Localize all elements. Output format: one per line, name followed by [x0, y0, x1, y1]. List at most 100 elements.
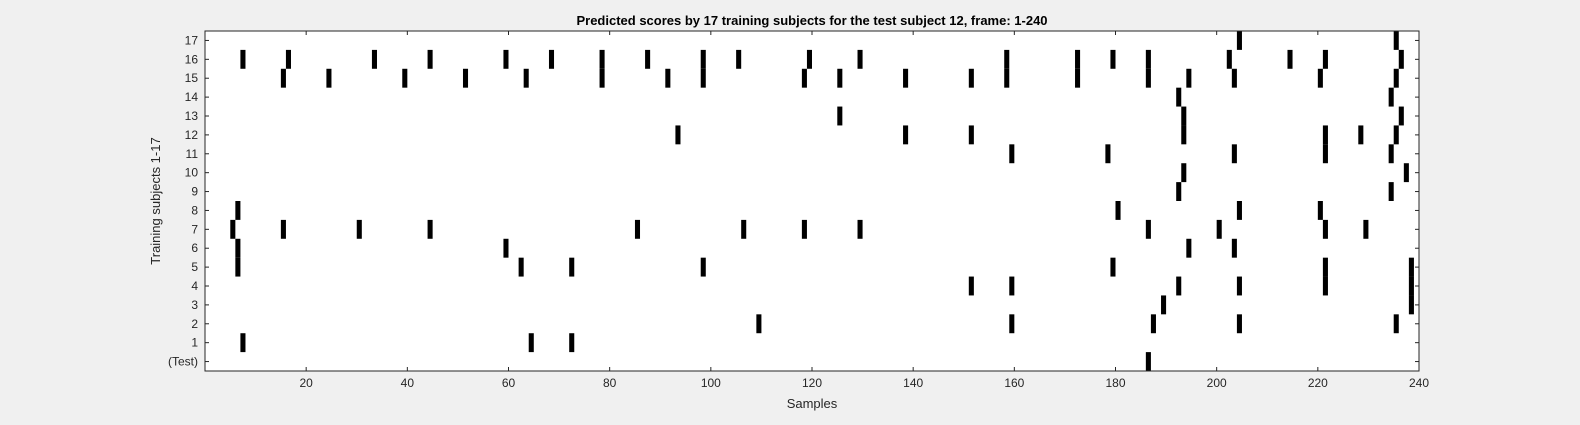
mark-row-7-sample-6 — [230, 219, 236, 239]
mark-row-8-sample-7 — [235, 201, 241, 220]
mark-row-16-sample-99 — [700, 49, 706, 69]
mark-row-8-sample-181 — [1115, 201, 1121, 220]
mark-row-16-sample-88 — [645, 49, 651, 69]
mark-row-11-sample-204 — [1231, 144, 1237, 164]
mark-row-15-sample-40 — [402, 68, 408, 88]
mark-row-7-sample-230 — [1363, 219, 1369, 239]
mark-row-15-sample-204 — [1231, 68, 1237, 88]
mark-row-16-sample-17 — [285, 49, 291, 69]
mark-row-15-sample-99 — [700, 68, 706, 88]
mark-row-13-sample-194 — [1181, 106, 1187, 126]
mark-row-6-sample-7 — [235, 238, 241, 258]
mark-row-2-sample-205 — [1236, 314, 1242, 334]
x-tick-label: 40 — [401, 376, 415, 390]
x-tick-label: 160 — [1004, 376, 1024, 390]
x-tick-label: 60 — [502, 376, 516, 390]
mark-row-4-sample-193 — [1176, 276, 1182, 296]
mark-row-6-sample-204 — [1231, 238, 1237, 258]
mark-row-4-sample-152 — [968, 276, 974, 296]
y-tick-label: 5 — [191, 260, 198, 274]
mark-row-6-sample-195 — [1186, 238, 1192, 258]
y-axis-title: Training subjects 1-17 — [148, 137, 163, 264]
x-tick-label: 120 — [802, 376, 822, 390]
mark-row-15-sample-152 — [968, 68, 974, 88]
mark-row-10-sample-238 — [1403, 163, 1409, 183]
mark-row-9-sample-235 — [1388, 182, 1394, 201]
mark-row-16-sample-187 — [1145, 49, 1151, 69]
mark-row-10-sample-194 — [1181, 163, 1187, 183]
mark-row-13-sample-126 — [837, 106, 843, 126]
mark-row-12-sample-139 — [903, 125, 909, 145]
y-tick-label: 16 — [185, 52, 199, 66]
mark-row-7-sample-107 — [741, 219, 747, 239]
mark-row-15-sample-52 — [462, 68, 469, 88]
mark-row-11-sample-179 — [1105, 144, 1111, 164]
mark-row-2-sample-188 — [1150, 314, 1156, 334]
mark-row-7-sample-31 — [356, 219, 362, 239]
mark-row-9-sample-193 — [1176, 182, 1182, 201]
mark-row-12-sample-222 — [1322, 125, 1328, 145]
mark-row-13-sample-237 — [1398, 106, 1404, 126]
mark-row-2-sample-110 — [756, 314, 762, 334]
mark-row-12-sample-194 — [1181, 125, 1187, 145]
y-tick-label: 14 — [185, 90, 199, 104]
mark-row-4-sample-239 — [1408, 276, 1414, 296]
mark-row-1-sample-73 — [569, 333, 575, 353]
mark-row-16-sample-222 — [1322, 49, 1328, 69]
y-tick-label: 8 — [191, 203, 198, 217]
mark-row-15-sample-236 — [1393, 68, 1399, 88]
mark-row-16-sample-130 — [857, 49, 863, 69]
y-tick-label: 15 — [185, 71, 199, 85]
y-tick-label: 6 — [191, 241, 198, 255]
y-tick-label: (Test) — [168, 355, 198, 369]
mark-row-3-sample-190 — [1161, 295, 1167, 315]
mark-row-7-sample-222 — [1322, 219, 1328, 239]
mark-row-4-sample-160 — [1009, 276, 1015, 296]
mark-row-16-sample-120 — [806, 49, 812, 69]
mark-row-16-sample-203 — [1226, 49, 1232, 69]
x-ticks: 20 40 60 80 100 120 140 160 180 200 220 240 — [299, 31, 1429, 390]
mark-row-7-sample-201 — [1216, 219, 1222, 239]
mark-row-11-sample-222 — [1322, 144, 1328, 164]
y-tick-label: 7 — [191, 222, 198, 236]
mark-row-7-sample-16 — [280, 219, 286, 239]
mark-row-7-sample-86 — [634, 219, 641, 239]
mark-row-15-sample-92 — [665, 68, 671, 88]
mark-row-8-sample-205 — [1236, 201, 1242, 220]
mark-row-15-sample-173 — [1075, 68, 1081, 88]
mark-row-7-sample-119 — [801, 219, 807, 239]
x-axis-title: Samples — [787, 396, 838, 411]
y-tick-label: 17 — [185, 33, 199, 47]
mark-row-16-sample-106 — [736, 49, 742, 69]
mark-row-14-sample-193 — [1176, 87, 1182, 107]
x-tick-label: 180 — [1105, 376, 1125, 390]
mark-row-15-sample-16 — [280, 68, 286, 88]
plot-area — [205, 31, 1419, 371]
mark-row-16-sample-34 — [371, 49, 377, 69]
mark-row-16-sample-159 — [1004, 49, 1010, 69]
mark-row-5-sample-99 — [700, 257, 706, 277]
mark-row-4-sample-222 — [1322, 276, 1328, 296]
mark-row-14-sample-235 — [1388, 87, 1394, 107]
mark-row-15-sample-64 — [523, 68, 529, 88]
x-tick-label: 240 — [1409, 376, 1429, 390]
mark-row-2-sample-160 — [1009, 314, 1015, 334]
y-tick-label: 2 — [191, 317, 198, 331]
mark-row-5-sample-7 — [235, 257, 241, 277]
mark-row-16-sample-180 — [1110, 49, 1116, 69]
mark-row-16-sample-69 — [548, 49, 555, 69]
y-tick-label: 11 — [186, 147, 199, 161]
mark-row-15-sample-187 — [1145, 68, 1151, 88]
mark-row-1-sample-65 — [528, 333, 534, 353]
y-tick-label: 9 — [191, 185, 198, 199]
mark-row-12-sample-229 — [1358, 125, 1364, 145]
mark-row-16-sample-79 — [599, 49, 605, 69]
mark-row-5-sample-222 — [1322, 257, 1328, 277]
y-tick-label: 1 — [191, 336, 198, 350]
mark-row-16-sample-215 — [1287, 49, 1293, 69]
mark-row-5-sample-63 — [518, 257, 524, 277]
mark-row-5-sample-180 — [1110, 257, 1116, 277]
